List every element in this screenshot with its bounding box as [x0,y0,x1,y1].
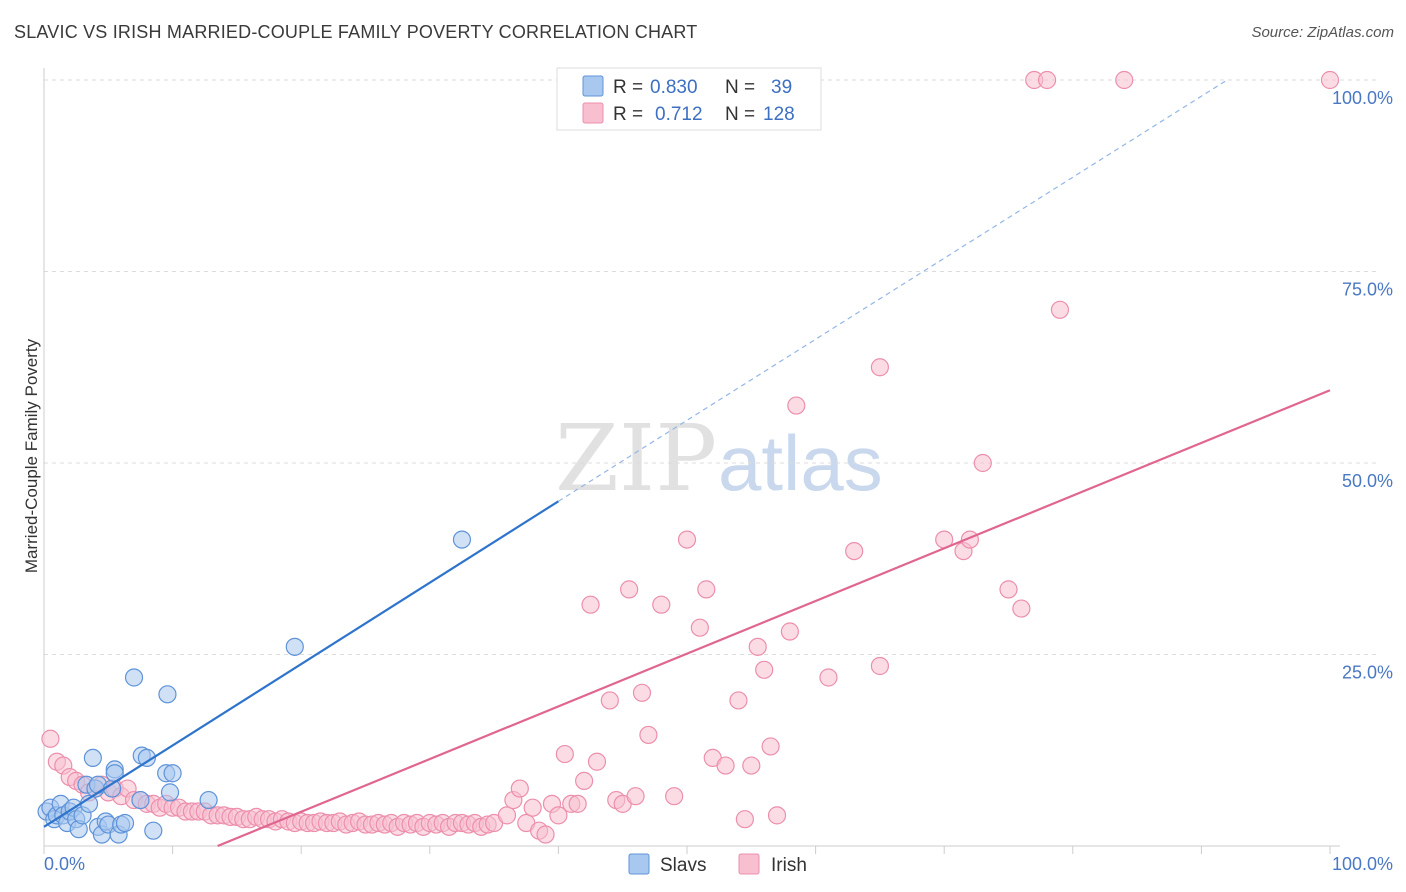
correlation-legend: R = 0.830 N = 39 R = 0.712 N = 128 [556,67,822,131]
y-tick-label-1: 75.0% [1342,280,1393,300]
irish-point-70 [497,806,517,825]
y-axis-tick-labels: 100.0% 75.0% 50.0% 25.0% [1332,88,1393,683]
irish-point-84 [587,752,607,771]
bottom-legend-label-slavs: Slavs [660,855,706,876]
source-label: Source: ZipAtlas.com [1251,24,1394,41]
irish-point-85 [600,691,619,710]
irish-point-93 [665,787,684,806]
y-tick-label-2: 50.0% [1342,471,1393,491]
legend-irish-n-value: 128 [763,104,795,125]
irish-point-0 [41,729,60,748]
irish-point-98 [716,756,735,775]
slavs-trend-extension [558,79,1228,502]
legend-irish-r-value: 0.712 [655,104,703,125]
slavs-point-28 [131,790,150,810]
series-irish-points [41,70,1340,844]
slavs-point-14 [83,748,102,768]
irish-point-89 [626,787,645,806]
irish-point-121 [1115,70,1134,90]
irish-point-105 [767,806,787,825]
slavs-point-30 [137,748,156,768]
x-tick-label-min: 0.0% [44,854,85,874]
irish-point-82 [575,771,594,790]
irish-point-92 [652,595,671,614]
irish-point-108 [819,668,838,687]
irish-point-109 [845,541,864,561]
slavs-point-35 [163,764,182,783]
irish-point-107 [787,396,806,415]
y-tick-label-0: 100.0% [1332,88,1393,108]
slavs-point-38 [452,530,472,549]
irish-point-91 [639,725,658,745]
y-tick-label-3: 25.0% [1342,663,1393,683]
legend-slavs-r-value: 0.830 [650,77,698,98]
axes [43,68,1340,847]
irish-point-101 [742,756,761,775]
slavs-point-27 [124,668,144,687]
irish-trend-line [217,389,1331,848]
irish-point-119 [1037,70,1057,90]
irish-point-116 [999,580,1018,599]
legend-irish-r-label: R = [613,104,643,125]
chart-title: SLAVIC VS IRISH MARRIED-COUPLE FAMILY PO… [14,22,698,42]
slavs-trend-line [43,500,559,828]
legend-slavs-r-label: R = [613,77,643,98]
irish-point-88 [620,580,639,599]
irish-point-111 [870,656,890,676]
irish-point-94 [677,530,697,549]
grid-lines [44,79,1380,655]
irish-point-106 [780,622,799,641]
slavs-point-37 [285,637,304,656]
irish-point-83 [581,595,600,614]
irish-point-100 [735,810,754,829]
trend-lines [43,79,1331,848]
watermark-zip: ZIP [555,405,717,512]
irish-point-76 [536,825,555,844]
series-legend: Slavs Irish [628,853,807,876]
legend-swatch-slavs [582,75,604,97]
bottom-legend-swatch-slavs [628,853,650,875]
irish-point-96 [697,580,716,599]
irish-point-103 [755,660,774,679]
y-axis-label: Married-Couple Family Poverty [22,338,41,573]
slavs-point-34 [160,783,180,802]
slavs-point-36 [199,790,218,810]
irish-point-102 [748,637,767,656]
x-axis-ticks [43,846,1331,854]
irish-point-78 [549,806,568,825]
irish-point-117 [1012,599,1031,618]
bottom-legend-swatch-irish [738,853,760,875]
slavs-point-25 [115,813,135,833]
irish-point-81 [568,794,587,813]
legend-swatch-irish [582,102,604,124]
irish-point-72 [510,779,529,798]
irish-point-95 [690,618,709,637]
legend-slavs-n-label: N = [725,77,755,98]
slavs-point-33 [158,685,177,704]
series-slavs-points [37,530,472,844]
bottom-legend-label-irish: Irish [771,855,807,876]
irish-point-74 [523,798,542,817]
slavs-point-31 [144,821,163,840]
irish-point-122 [1320,70,1340,90]
irish-point-99 [729,691,748,710]
legend-slavs-n-value: 39 [771,77,792,98]
irish-point-90 [632,683,652,702]
irish-point-110 [870,358,890,377]
irish-point-79 [555,744,574,764]
irish-point-115 [973,453,992,473]
irish-point-120 [1050,300,1070,319]
x-tick-label-max: 100.0% [1332,854,1393,874]
irish-point-104 [761,737,780,756]
legend-irish-n-label: N = [725,104,755,125]
